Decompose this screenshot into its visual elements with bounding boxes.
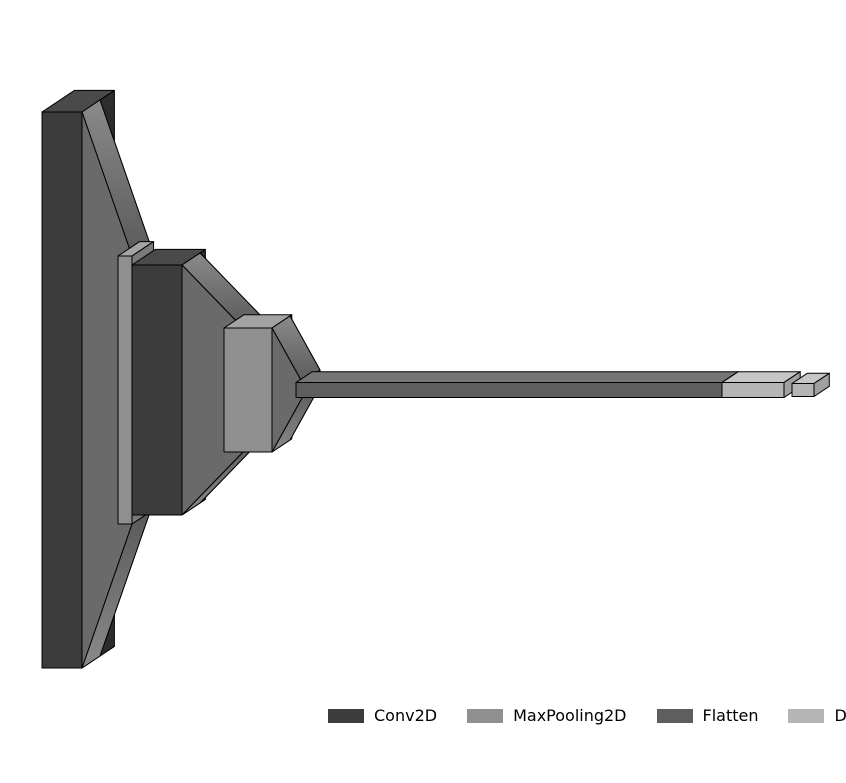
legend-item-maxpool2d: MaxPooling2D [467, 706, 626, 725]
legend-label: Flatten [703, 706, 759, 725]
legend: Conv2D MaxPooling2D Flatten Dense [328, 706, 846, 725]
legend-swatch [788, 709, 824, 723]
legend-item-dense: Dense [788, 706, 846, 725]
legend-item-conv2d: Conv2D [328, 706, 437, 725]
legend-label: Dense [834, 706, 846, 725]
legend-label: Conv2D [374, 706, 437, 725]
legend-swatch [657, 709, 693, 723]
legend-swatch [328, 709, 364, 723]
legend-label: MaxPooling2D [513, 706, 626, 725]
legend-item-flatten: Flatten [657, 706, 759, 725]
legend-swatch [467, 709, 503, 723]
cnn-architecture-diagram [0, 0, 846, 783]
